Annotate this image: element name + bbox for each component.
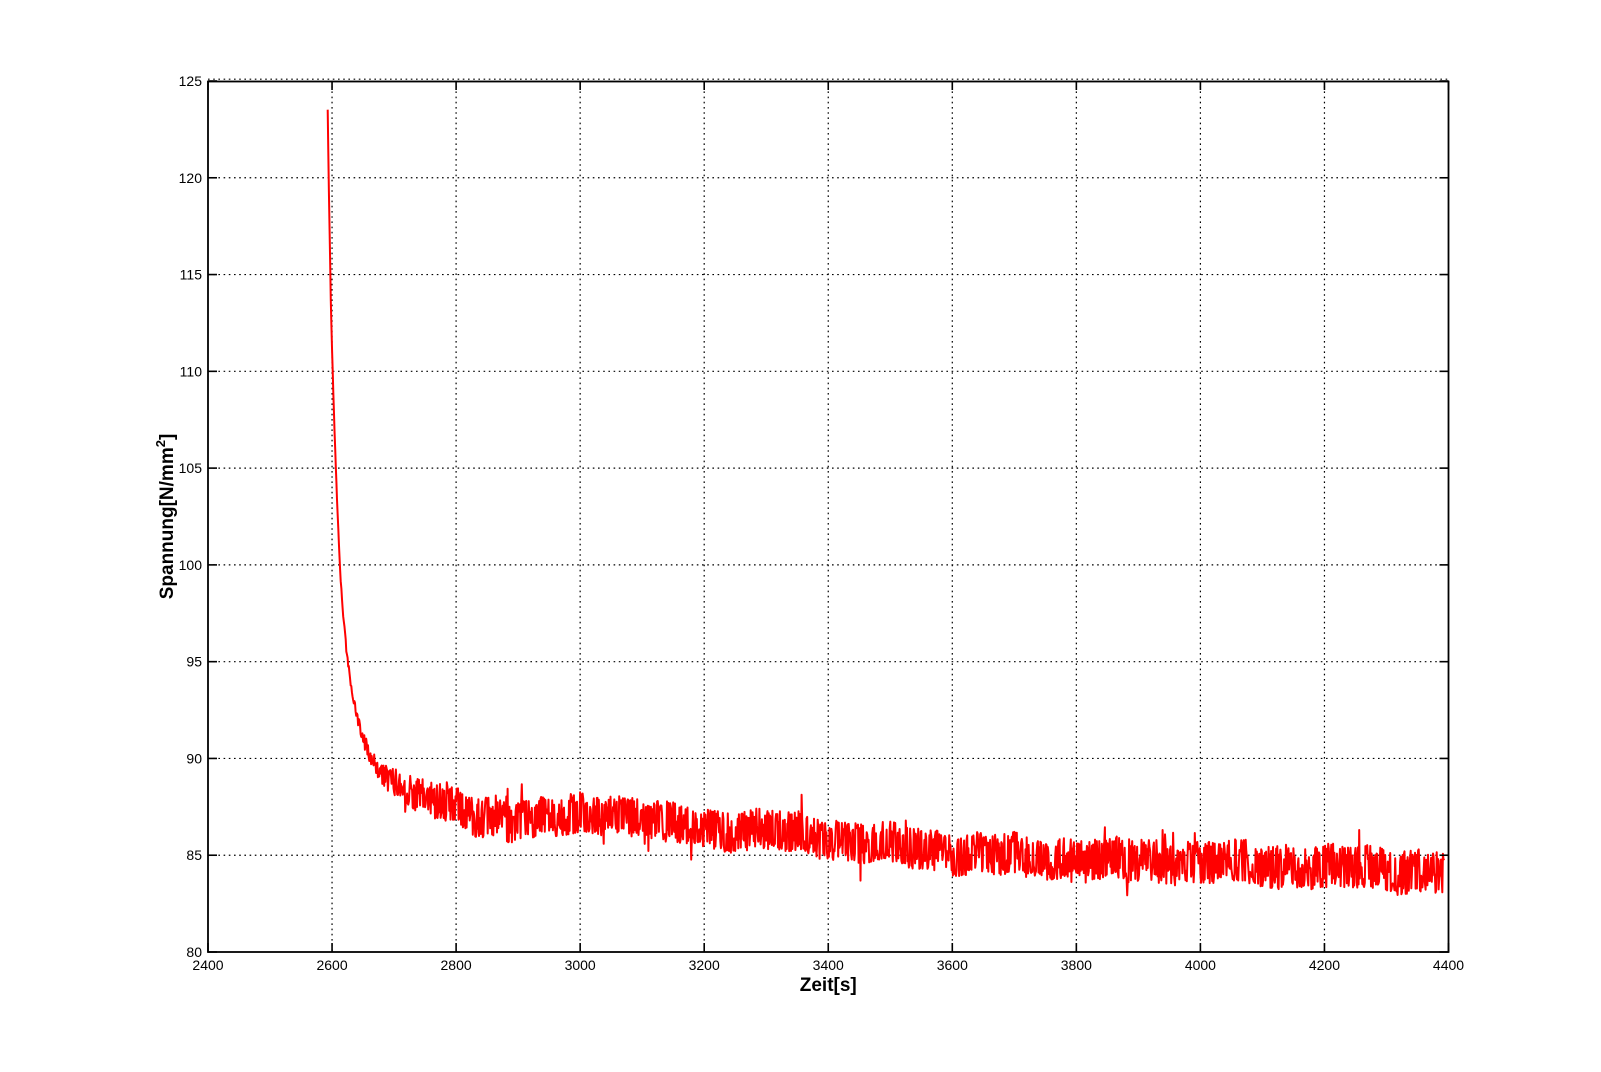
x-tick-label: 2800 <box>441 957 472 973</box>
x-tick-label: 4200 <box>1309 957 1340 973</box>
x-tick-labels: 2400 2600 2800 3000 3200 3400 3600 3800 4000 4200… <box>192 957 1464 973</box>
x-tick-label: 3800 <box>1061 957 1092 973</box>
x-tick-label: 3200 <box>689 957 720 973</box>
y-axis-title: Spannung[N/mm2] <box>153 434 178 600</box>
axis-ticks <box>207 80 1450 953</box>
x-tick-label: 3400 <box>813 957 844 973</box>
y-tick-label: 120 <box>179 170 203 186</box>
y-tick-label: 125 <box>179 73 203 89</box>
y-tick-label: 115 <box>180 267 203 283</box>
y-tick-label: 80 <box>186 944 202 960</box>
x-tick-label: 2600 <box>316 957 347 973</box>
y-tick-label: 105 <box>179 460 203 476</box>
x-tick-label: 4400 <box>1433 957 1464 973</box>
y-tick-label: 85 <box>186 847 202 863</box>
y-tick-label: 90 <box>186 750 202 766</box>
grid-lines <box>208 78 1449 952</box>
y-tick-labels: 80 85 90 95 100 105 110 115 120 125 <box>179 73 203 960</box>
data-series-line <box>326 109 1446 897</box>
x-tick-label: 2400 <box>192 957 223 973</box>
y-tick-label: 110 <box>180 363 203 379</box>
y-tick-label: 95 <box>186 654 202 670</box>
y-tick-label: 100 <box>179 557 203 573</box>
x-tick-label: 3000 <box>565 957 596 973</box>
x-tick-label: 3600 <box>937 957 968 973</box>
x-tick-label: 4000 <box>1185 957 1216 973</box>
x-axis-title: Zeit[s] <box>800 975 857 996</box>
